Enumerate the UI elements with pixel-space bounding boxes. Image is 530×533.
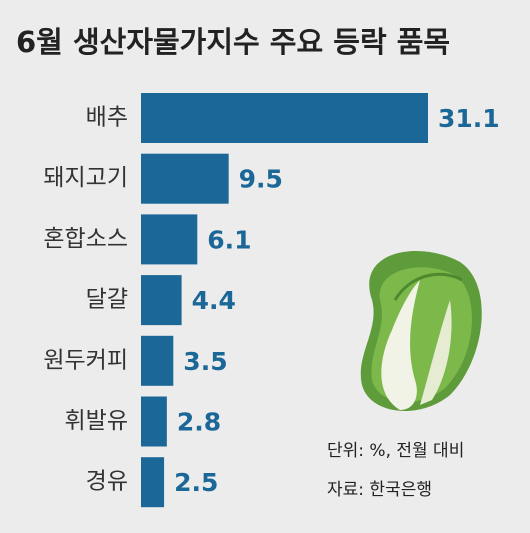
bar (141, 396, 167, 447)
chart-title: 6월 생산자물가지수 주요 등락 품목 (16, 25, 450, 59)
bar (141, 153, 229, 204)
category-label: 혼합소스 (43, 226, 128, 252)
category-label: 원두커피 (43, 347, 128, 373)
category-label: 휘발유 (65, 408, 128, 434)
bar (141, 275, 182, 326)
bar (141, 457, 165, 508)
cabbage-illustration (360, 250, 482, 412)
source-note: 자료: 한국은행 (327, 480, 432, 500)
value-label: 2.5 (174, 468, 218, 497)
bar (141, 335, 174, 386)
value-label: 31.1 (438, 104, 500, 133)
value-label: 9.5 (239, 165, 283, 194)
value-label: 2.8 (177, 408, 221, 437)
category-label: 달걀 (86, 287, 128, 313)
category-label: 배추 (86, 105, 128, 131)
value-label: 4.4 (192, 286, 236, 315)
bar (141, 214, 198, 265)
value-label: 3.5 (183, 347, 227, 376)
value-label: 6.1 (207, 225, 251, 254)
unit-note: 단위: %, 전월 대비 (327, 441, 464, 461)
category-label: 돼지고기 (43, 165, 128, 191)
category-label: 경유 (86, 469, 128, 495)
bar (141, 93, 428, 143)
